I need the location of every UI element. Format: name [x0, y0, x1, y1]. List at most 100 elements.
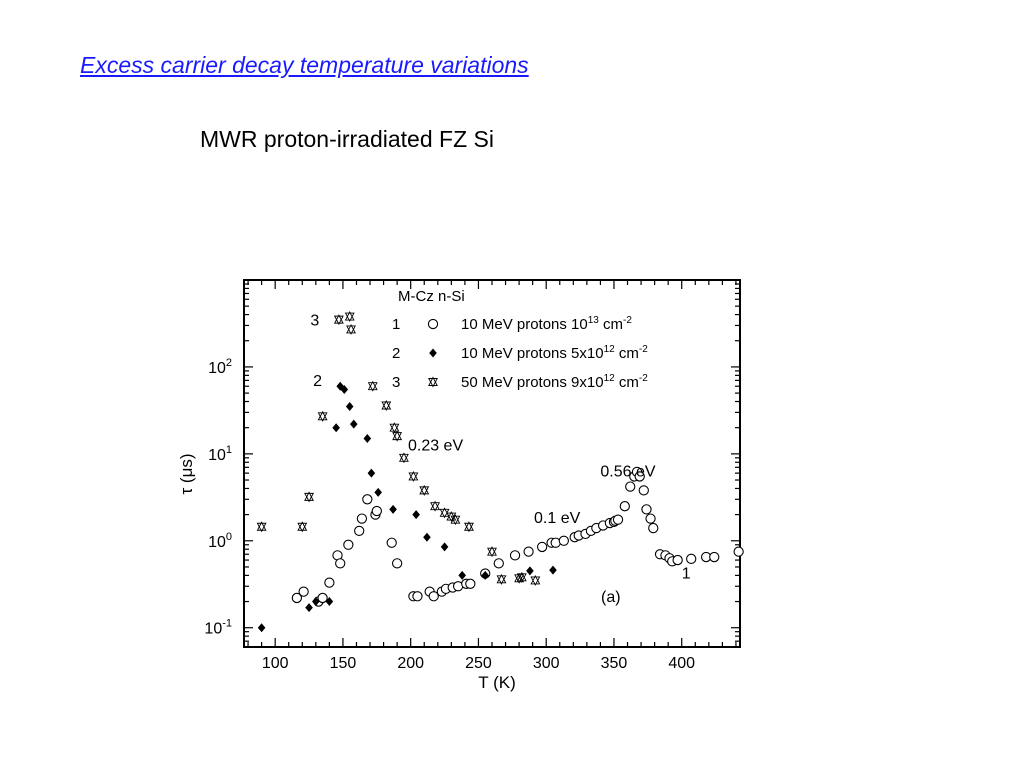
- y-tick-label: 10-1: [204, 618, 232, 638]
- data-point-series-3: [487, 546, 497, 558]
- data-point-series-3: [381, 400, 392, 411]
- data-point-series-3-cross: [297, 522, 308, 533]
- data-point-series-3: [464, 521, 474, 533]
- data-point-series-3-cross: [450, 515, 461, 526]
- legend-marker-cross: [428, 378, 438, 388]
- data-point-series-2: [257, 623, 266, 633]
- data-point-series-2: [481, 570, 490, 580]
- x-tick-label: 150: [330, 655, 357, 672]
- data-point-series-2: [345, 402, 354, 412]
- annotation-label: 0.56 eV: [600, 463, 655, 480]
- data-point-series-2: [526, 566, 534, 576]
- data-point-series-1: [641, 504, 652, 515]
- legend-marker: [428, 376, 438, 388]
- data-point-series-3-cross: [439, 508, 450, 519]
- data-point-series-2: [458, 570, 466, 580]
- y-tick-label: 102: [208, 357, 232, 377]
- data-point-series-1: [298, 586, 309, 597]
- data-point-series-1: [625, 481, 636, 492]
- data-point-series-3-cross: [304, 492, 314, 503]
- data-point-series-3-triangle: [439, 507, 450, 517]
- data-point-series-3-cross: [464, 522, 474, 533]
- data-point-series-3-triangle: [344, 311, 355, 321]
- data-point-series-1: [619, 501, 630, 512]
- data-point-series-3-cross: [389, 423, 400, 434]
- data-point-series-3-cross: [333, 315, 344, 326]
- data-point-series-3-cross: [496, 575, 507, 585]
- data-point-series-1: [386, 537, 397, 548]
- data-point-series-3: [344, 311, 355, 322]
- data-point-series-3-triangle: [304, 491, 314, 501]
- legend-marker: [429, 348, 437, 358]
- data-point-series-3-cross: [408, 472, 419, 482]
- data-point-series-3-triangle: [496, 573, 507, 584]
- data-point-series-1: [465, 578, 476, 589]
- data-point-series-3: [297, 521, 308, 533]
- legend-label: 10 MeV protons 5x1012 cm-2: [461, 344, 648, 362]
- data-point-series-3-cross: [430, 502, 441, 512]
- x-axis-label: T (K): [478, 673, 515, 692]
- data-point-series-3-cross: [381, 401, 392, 411]
- data-point-series-3: [430, 500, 441, 512]
- data-point-series-3: [317, 410, 328, 422]
- data-point-series-2: [363, 434, 372, 444]
- data-point-series-3-triangle: [514, 572, 525, 583]
- annotation-label: 1: [682, 565, 691, 582]
- data-point-series-1: [335, 558, 346, 569]
- data-point-series-3-triangle: [333, 314, 344, 324]
- data-point-series-1: [709, 551, 720, 563]
- x-tick-label: 300: [533, 655, 560, 672]
- data-point-series-3-cross: [317, 412, 328, 422]
- data-point-series-1: [612, 514, 624, 525]
- data-point-series-1: [428, 591, 439, 602]
- data-point-series-2: [367, 468, 376, 478]
- data-point-series-1: [412, 591, 423, 602]
- data-point-series-1: [645, 513, 656, 524]
- data-point-series-3-cross: [530, 576, 541, 586]
- legend-marker-triangle: [428, 376, 438, 386]
- data-point-series-3-cross: [487, 547, 497, 558]
- data-point-series-3-triangle: [487, 546, 497, 556]
- data-point-series-3-triangle: [398, 452, 409, 462]
- data-point-series-2: [389, 504, 397, 514]
- data-point-series-1: [536, 541, 548, 553]
- data-point-series-3-cross: [367, 382, 378, 392]
- data-point-series-1: [317, 592, 328, 604]
- data-point-series-3-triangle: [530, 574, 541, 585]
- annotation-label: 3: [310, 312, 319, 329]
- data-point-series-3: [389, 422, 400, 434]
- data-point-series-3-cross: [419, 486, 430, 496]
- legend-marker: [427, 318, 439, 330]
- data-point-series-3-triangle: [317, 410, 328, 421]
- y-axis-label: τ (μs): [177, 453, 196, 494]
- data-point-series-1: [324, 577, 335, 588]
- data-point-series-3-triangle: [367, 380, 378, 391]
- data-point-series-1: [343, 539, 354, 550]
- legend-number: 2: [392, 345, 400, 362]
- data-point-series-3: [256, 521, 267, 533]
- axis-ticks: [244, 280, 740, 648]
- slide-title[interactable]: Excess carrier decay temperature variati…: [80, 52, 529, 78]
- data-point-series-2: [305, 603, 313, 613]
- data-point-series-3-triangle: [392, 430, 403, 441]
- data-point-series-1: [362, 494, 373, 505]
- data-point-series-3-cross: [398, 453, 409, 464]
- data-point-series-1: [733, 546, 744, 557]
- legend: 1 10 MeV protons 1013 cm-2 2 10 MeV protons…: [392, 315, 648, 391]
- data-point-series-3: [346, 323, 357, 335]
- data-point-series-3-cross: [446, 512, 457, 523]
- data-point-series-1: [686, 553, 697, 564]
- data-point-series-2: [412, 510, 420, 520]
- data-point-series-3-cross: [392, 432, 403, 442]
- data-point-series-3: [530, 574, 541, 586]
- y-tick-label: 100: [208, 531, 232, 551]
- data-markers: [256, 311, 744, 633]
- x-tick-label: 200: [397, 655, 424, 672]
- data-point-series-3-triangle: [419, 484, 430, 495]
- x-tick-label: 350: [601, 655, 628, 672]
- data-point-series-1: [523, 546, 534, 557]
- data-point-series-1: [371, 505, 382, 517]
- legend-number: 1: [392, 316, 400, 333]
- data-point-series-3-cross: [346, 325, 357, 335]
- slide-subtitle: MWR proton-irradiated FZ Si: [200, 126, 494, 152]
